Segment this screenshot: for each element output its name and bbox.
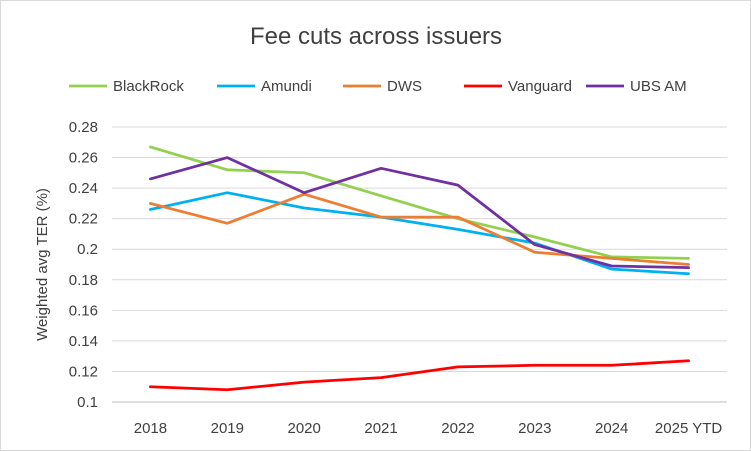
- x-tick-label: 2025 YTD: [655, 420, 722, 437]
- legend-label: Vanguard: [508, 78, 572, 95]
- y-axis-title: Weighted avg TER (%): [34, 188, 51, 341]
- y-tick-label: 0.26: [69, 150, 98, 167]
- series-line-dws: [149, 192, 690, 266]
- series-line-blackrock: [149, 145, 690, 260]
- y-tick-label: 0.18: [69, 272, 98, 289]
- x-tick-label: 2018: [134, 420, 167, 437]
- x-tick-label: 2023: [518, 420, 551, 437]
- y-tick-label: 0.14: [69, 333, 98, 350]
- series-line-amundi: [149, 191, 690, 276]
- y-tick-label: 0.1: [77, 394, 98, 411]
- legend-label: UBS AM: [630, 78, 687, 95]
- x-tick-label: 2024: [595, 420, 628, 437]
- chart-title: Fee cuts across issuers: [250, 23, 502, 50]
- x-axis-ticks: 2018 2019 2020 2021 2022 2023 2024 2025 YTD: [134, 420, 723, 437]
- series-line-vanguard: [149, 359, 690, 392]
- y-tick-label: 0.16: [69, 302, 98, 319]
- y-tick-label: 0.24: [69, 180, 98, 197]
- y-tick-label: 0.2: [77, 241, 98, 258]
- x-tick-label: 2021: [364, 420, 397, 437]
- series-line-ubs-am: [149, 156, 690, 269]
- y-tick-label: 0.12: [69, 363, 98, 380]
- legend-label: Amundi: [261, 78, 312, 95]
- y-tick-label: 0.22: [69, 211, 98, 228]
- x-tick-label: 2022: [441, 420, 474, 437]
- x-tick-label: 2020: [288, 420, 321, 437]
- legend-label: BlackRock: [113, 78, 184, 95]
- y-tick-label: 0.28: [69, 119, 98, 136]
- legend-label: DWS: [387, 78, 422, 95]
- series-group: [149, 145, 690, 392]
- legend: BlackRock Amundi DWS Vanguard UBS AM: [69, 78, 687, 95]
- y-axis-ticks: 0.1 0.12 0.14 0.16 0.18 0.2 0.22 0.24 0.26 0.28: [69, 119, 98, 411]
- x-tick-label: 2019: [211, 420, 244, 437]
